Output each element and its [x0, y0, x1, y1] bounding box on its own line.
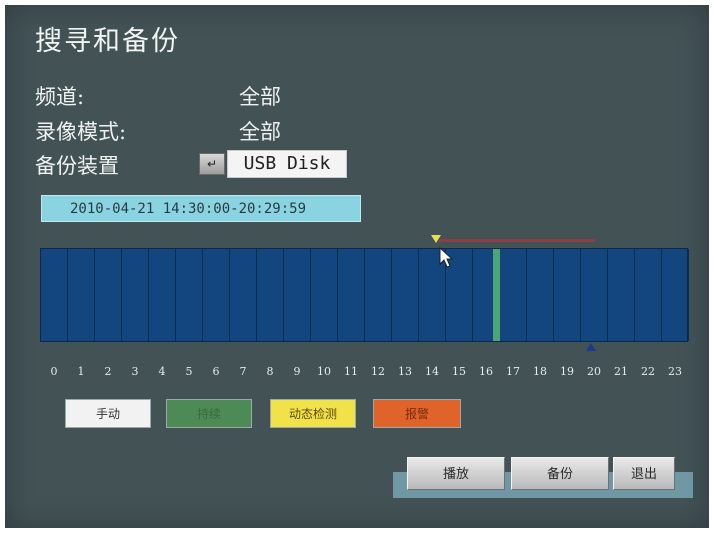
hour-cell[interactable]	[230, 249, 257, 341]
hour-label: 22	[641, 365, 655, 378]
hour-label: 23	[668, 365, 682, 378]
hour-label: 2	[104, 365, 112, 378]
hour-label: 1	[77, 365, 85, 378]
hour-label: 6	[212, 365, 220, 378]
hour-label: 5	[185, 365, 193, 378]
recording-segment	[493, 249, 500, 341]
hour-cell[interactable]	[338, 249, 365, 341]
backup-device-label: 备份装置	[35, 154, 119, 178]
hour-cell[interactable]	[419, 249, 446, 341]
mouse-pointer-icon	[439, 247, 454, 268]
hour-label: 3	[131, 365, 139, 378]
hour-label: 12	[371, 365, 385, 378]
hour-label: 7	[239, 365, 247, 378]
hour-cell[interactable]	[608, 249, 635, 341]
record-mode-label: 录像模式:	[35, 120, 127, 144]
hour-label: 16	[479, 365, 493, 378]
hour-cell[interactable]	[257, 249, 284, 341]
hour-cell[interactable]	[635, 249, 662, 341]
hour-cell[interactable]	[365, 249, 392, 341]
record-mode-value[interactable]: 全部	[239, 120, 281, 144]
recording-timeline[interactable]	[40, 248, 689, 342]
exit-button[interactable]: 退出	[613, 457, 675, 490]
hour-label: 18	[533, 365, 547, 378]
legend-continuous-label: 持续	[196, 407, 221, 421]
hour-label: 9	[293, 365, 301, 378]
hour-label: 8	[266, 365, 274, 378]
legend-motion-detect: 动态检测	[270, 399, 356, 428]
channel-value[interactable]: 全部	[239, 85, 281, 109]
hour-label: 21	[614, 365, 628, 378]
time-range-field[interactable]: 2010-04-21 14:30:00-20:29:59	[41, 195, 361, 222]
hour-cell[interactable]	[203, 249, 230, 341]
legend-alarm: 报警	[373, 399, 461, 428]
hour-cell[interactable]	[392, 249, 419, 341]
hour-cell[interactable]	[41, 249, 68, 341]
legend-continuous: 持续	[166, 399, 252, 428]
hour-label: 15	[452, 365, 466, 378]
legend-motion-detect-label: 动态检测	[288, 407, 337, 421]
backup-device-select[interactable]: USB Disk	[227, 150, 347, 178]
page-title: 搜寻和备份	[35, 26, 180, 57]
hour-cell[interactable]	[554, 249, 581, 341]
hour-cell[interactable]	[176, 249, 203, 341]
legend-alarm-label: 报警	[404, 407, 429, 421]
hour-cell[interactable]	[68, 249, 95, 341]
hour-label: 20	[587, 365, 601, 378]
search-backup-screen: 搜寻和备份 频道: 全部 录像模式: 全部 备份装置 ↵ USB Disk 20…	[5, 5, 709, 528]
hour-label: 11	[344, 365, 358, 378]
hour-label: 10	[317, 365, 331, 378]
hour-cell[interactable]	[284, 249, 311, 341]
hour-cell[interactable]	[662, 249, 689, 341]
hour-cell[interactable]	[446, 249, 473, 341]
hour-label: 17	[506, 365, 520, 378]
legend-manual-label: 手动	[95, 407, 120, 421]
hour-label: 19	[560, 365, 574, 378]
hour-label: 0	[50, 365, 58, 378]
play-button[interactable]: 播放	[407, 457, 505, 490]
legend-manual: 手动	[65, 399, 151, 428]
hour-label: 4	[158, 365, 166, 378]
hour-cell[interactable]	[122, 249, 149, 341]
hour-cell[interactable]	[311, 249, 338, 341]
channel-label: 频道:	[35, 85, 85, 109]
backup-button[interactable]: 备份	[511, 457, 609, 490]
selection-range-bar	[439, 239, 595, 242]
hour-cell[interactable]	[581, 249, 608, 341]
hour-label: 14	[425, 365, 439, 378]
range-end-marker-icon[interactable]	[586, 343, 596, 351]
hour-cell[interactable]	[149, 249, 176, 341]
hour-cell[interactable]	[500, 249, 527, 341]
hour-cell[interactable]	[95, 249, 122, 341]
range-start-marker-icon[interactable]	[431, 235, 441, 243]
hour-label: 13	[398, 365, 412, 378]
enter-icon[interactable]: ↵	[199, 153, 225, 175]
hour-cell[interactable]	[527, 249, 554, 341]
